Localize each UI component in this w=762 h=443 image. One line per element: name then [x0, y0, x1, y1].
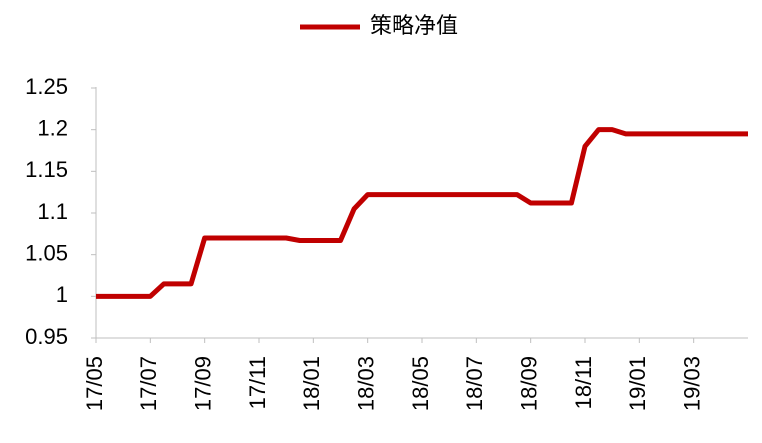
line-series [96, 127, 748, 299]
x-tick-label: 17/07 [136, 356, 161, 411]
x-tick-label: 18/11 [571, 356, 596, 409]
x-tick-label: 18/05 [408, 356, 433, 411]
x-tick-label: 18/09 [516, 356, 541, 411]
x-tick-label: 18/01 [299, 356, 324, 411]
x-tick-label: 17/05 [82, 356, 107, 411]
y-tick-label: 1.25 [25, 74, 68, 99]
y-tick-label: 0.95 [25, 324, 68, 349]
x-tick-label: 19/01 [625, 356, 650, 411]
x-tick-label: 17/09 [190, 356, 215, 411]
x-tick-label: 18/07 [462, 356, 487, 411]
x-tick-label: 17/11 [245, 356, 270, 409]
y-tick-label: 1.2 [37, 115, 68, 140]
x-tick-label: 19/03 [679, 356, 704, 411]
legend-label: 策略净值 [370, 13, 458, 38]
y-tick-label: 1.15 [25, 157, 68, 182]
y-tick-label: 1.1 [37, 199, 68, 224]
y-tick-label: 1.05 [25, 240, 68, 265]
x-tick-label: 18/03 [353, 356, 378, 411]
y-tick-label: 1 [56, 282, 68, 307]
